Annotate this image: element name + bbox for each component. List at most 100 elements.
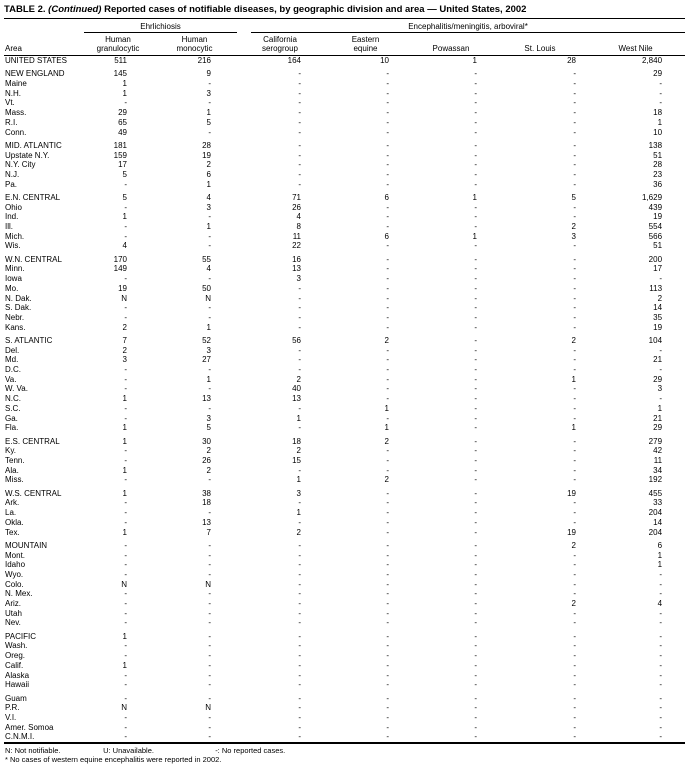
value-cell: - — [124, 722, 127, 732]
value-cell: - — [124, 589, 127, 599]
value-cell: - — [298, 322, 301, 332]
value-cell: - — [659, 651, 663, 661]
value-cell: 1 — [122, 527, 127, 537]
value-cell: 7 — [122, 335, 127, 345]
value-cell: 9 — [206, 69, 211, 79]
value-cell: - — [386, 117, 389, 127]
value-cell: N — [121, 293, 127, 303]
area-cell: MOUNTAIN — [5, 540, 48, 550]
value-cell: - — [298, 160, 301, 170]
value-cell: 40 — [292, 384, 301, 394]
value-cell: 1 — [384, 403, 389, 413]
area-cell: Tenn. — [5, 455, 25, 465]
value-cell: - — [124, 446, 127, 456]
value-cell: - — [124, 517, 127, 527]
value-cell: 1 — [122, 423, 127, 433]
value-cell: - — [573, 169, 576, 179]
table-row: La. - - 1 - - - 204 — [4, 508, 685, 518]
table-row: Mo. 19 50 - - - - 113 — [4, 284, 685, 294]
value-cell: - — [386, 680, 389, 690]
value-cell: 18 — [292, 436, 301, 446]
value-cell: - — [386, 631, 389, 641]
value-cell: - — [386, 160, 389, 170]
area-cell: Colo. — [5, 579, 24, 589]
value-cell: 511 — [114, 56, 127, 65]
value-cell: 554 — [648, 222, 663, 232]
value-cell: - — [474, 423, 477, 433]
value-cell: - — [474, 517, 477, 527]
value-cell: 26 — [202, 455, 211, 465]
value-cell: - — [208, 560, 211, 570]
value-cell: - — [386, 465, 389, 475]
area-cell: Guam — [5, 693, 27, 703]
value-cell: 4 — [206, 192, 211, 202]
value-cell: 50 — [202, 283, 211, 293]
value-cell: - — [386, 98, 389, 108]
value-cell: - — [474, 608, 477, 618]
value-cell: - — [124, 274, 127, 284]
value-cell: - — [208, 589, 211, 599]
value-cell: - — [573, 179, 576, 189]
value-cell: - — [474, 345, 477, 355]
value-cell: 2 — [571, 222, 576, 232]
area-cell: Calif. — [5, 660, 24, 670]
area-cell: Nebr. — [5, 312, 25, 322]
value-cell: - — [386, 455, 389, 465]
column-header-west-nile: West Nile — [586, 33, 686, 56]
table-row: Tenn. - 26 15 - - - 11 — [4, 456, 685, 466]
value-cell: - — [474, 394, 477, 404]
value-cell: - — [386, 312, 389, 322]
value-cell: 6 — [384, 231, 389, 241]
value-cell: - — [124, 693, 127, 703]
value-cell: 8 — [296, 222, 301, 232]
table-row: Ariz. - - - - - 2 4 — [4, 599, 685, 609]
value-cell: 3 — [206, 345, 211, 355]
value-cell: - — [474, 660, 477, 670]
value-cell: 1 — [384, 423, 389, 433]
group-header-ehrlichiosis: Ehrlichiosis — [84, 20, 237, 33]
table-row: W.S. CENTRAL 1 38 3 - - 19 455 — [4, 485, 685, 498]
value-cell: - — [474, 722, 477, 732]
area-cell: N.J. — [5, 169, 20, 179]
area-cell: Del. — [5, 345, 20, 355]
value-cell: - — [573, 465, 576, 475]
value-cell: - — [386, 732, 389, 742]
value-cell: - — [474, 179, 477, 189]
value-cell: - — [573, 98, 576, 108]
table-row: Ill. - 1 8 - - 2 554 — [4, 222, 685, 232]
value-cell: 13 — [292, 264, 301, 274]
area-cell: P.R. — [5, 703, 20, 713]
area-cell: Alaska — [5, 670, 30, 680]
footnote-unavailable: U: Unavailable. — [103, 746, 154, 756]
table-row: N.H. 1 3 - - - - - — [4, 89, 685, 99]
value-cell: - — [208, 303, 211, 313]
value-cell: 21 — [653, 413, 663, 423]
value-cell: - — [386, 651, 389, 661]
value-cell: - — [208, 98, 211, 108]
notifiable-diseases-table: Ehrlichiosis Encephalitis/meningitis, ar… — [4, 20, 686, 745]
value-cell: - — [298, 599, 301, 609]
value-cell: - — [386, 550, 389, 560]
value-cell: - — [573, 79, 576, 88]
value-cell: - — [659, 589, 663, 599]
value-cell: - — [386, 303, 389, 313]
column-header-california-serogroup: California serogroup — [237, 33, 323, 56]
value-cell: - — [573, 212, 576, 222]
value-cell: 28 — [653, 160, 663, 170]
value-cell: - — [659, 680, 663, 690]
value-cell: - — [208, 540, 211, 550]
value-cell: 1 — [122, 465, 127, 475]
table-row: Alaska - - - - - - - — [4, 671, 685, 681]
table-row: N.J. 5 6 - - - - 23 — [4, 170, 685, 180]
table-row: N.C. 1 13 13 - - - - — [4, 394, 685, 404]
value-cell: 3 — [296, 274, 301, 284]
value-cell: - — [573, 413, 576, 423]
value-cell: 36 — [653, 179, 663, 189]
value-cell: - — [573, 436, 576, 446]
value-cell: 566 — [648, 231, 663, 241]
value-cell: 5 — [122, 192, 127, 202]
table-row: NEW ENGLAND 145 9 - - - - 29 — [4, 66, 685, 79]
value-cell: 19 — [653, 212, 663, 222]
value-cell: - — [386, 222, 389, 232]
value-cell: 2 — [122, 322, 127, 332]
